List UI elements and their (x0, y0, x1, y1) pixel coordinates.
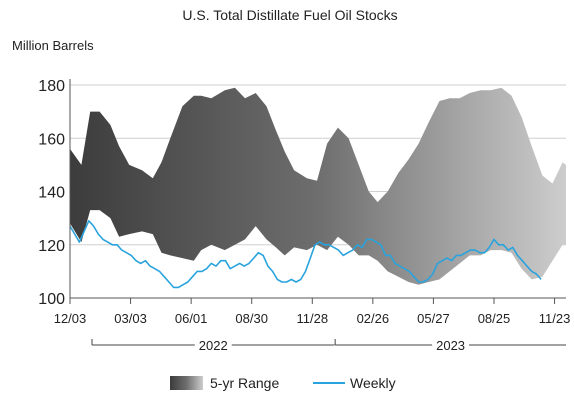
legend: 5-yr Range Weekly (170, 375, 396, 391)
x-tick-label-03-03: 03/03 (114, 311, 147, 326)
x-tick-label-08-25: 08/25 (478, 311, 511, 326)
y-tick-label-180: 180 (38, 78, 65, 95)
legend-range-swatch (170, 376, 203, 390)
x-tick-label-11-28: 11/28 (296, 311, 328, 326)
y-tick-label-160: 160 (38, 131, 65, 148)
year-label-2023: 2023 (436, 338, 465, 353)
y-axis: 100 120 140 160 180 (38, 78, 65, 308)
weekly-line (69, 220, 542, 289)
y-axis-label: Million Barrels (12, 38, 94, 53)
legend-range-label: 5-yr Range (210, 375, 279, 391)
x-axis: 12/03 03/03 06/01 08/30 11/28 02/26 05/27 08/25… (54, 79, 571, 326)
year-label-2022: 2022 (199, 338, 228, 353)
x-tick-label-05-27: 05/27 (417, 311, 450, 326)
y-tick-label-100: 100 (38, 291, 65, 308)
x-tick-label-08-30: 08/30 (235, 311, 268, 326)
x-tick-label-11-23: 11/23 (539, 311, 571, 326)
y-tick-label-120: 120 (38, 238, 65, 255)
y-tick-label-140: 140 (38, 185, 65, 202)
chart-title: U.S. Total Distillate Fuel Oil Stocks (182, 7, 397, 23)
weekly-series-layer (69, 220, 542, 289)
year-label-bg-2023 (432, 337, 470, 354)
range-band-5yr (70, 87, 566, 285)
range-series-layer (70, 87, 566, 285)
x-tick-label-12-03: 12/03 (54, 311, 87, 326)
year-label-bg-2022 (194, 337, 232, 354)
x-tick-label-06-01: 06/01 (175, 311, 208, 326)
legend-weekly-label: Weekly (350, 375, 396, 391)
x-tick-label-02-26: 02/26 (357, 311, 390, 326)
year-axis: 2022 2023 (91, 337, 566, 354)
